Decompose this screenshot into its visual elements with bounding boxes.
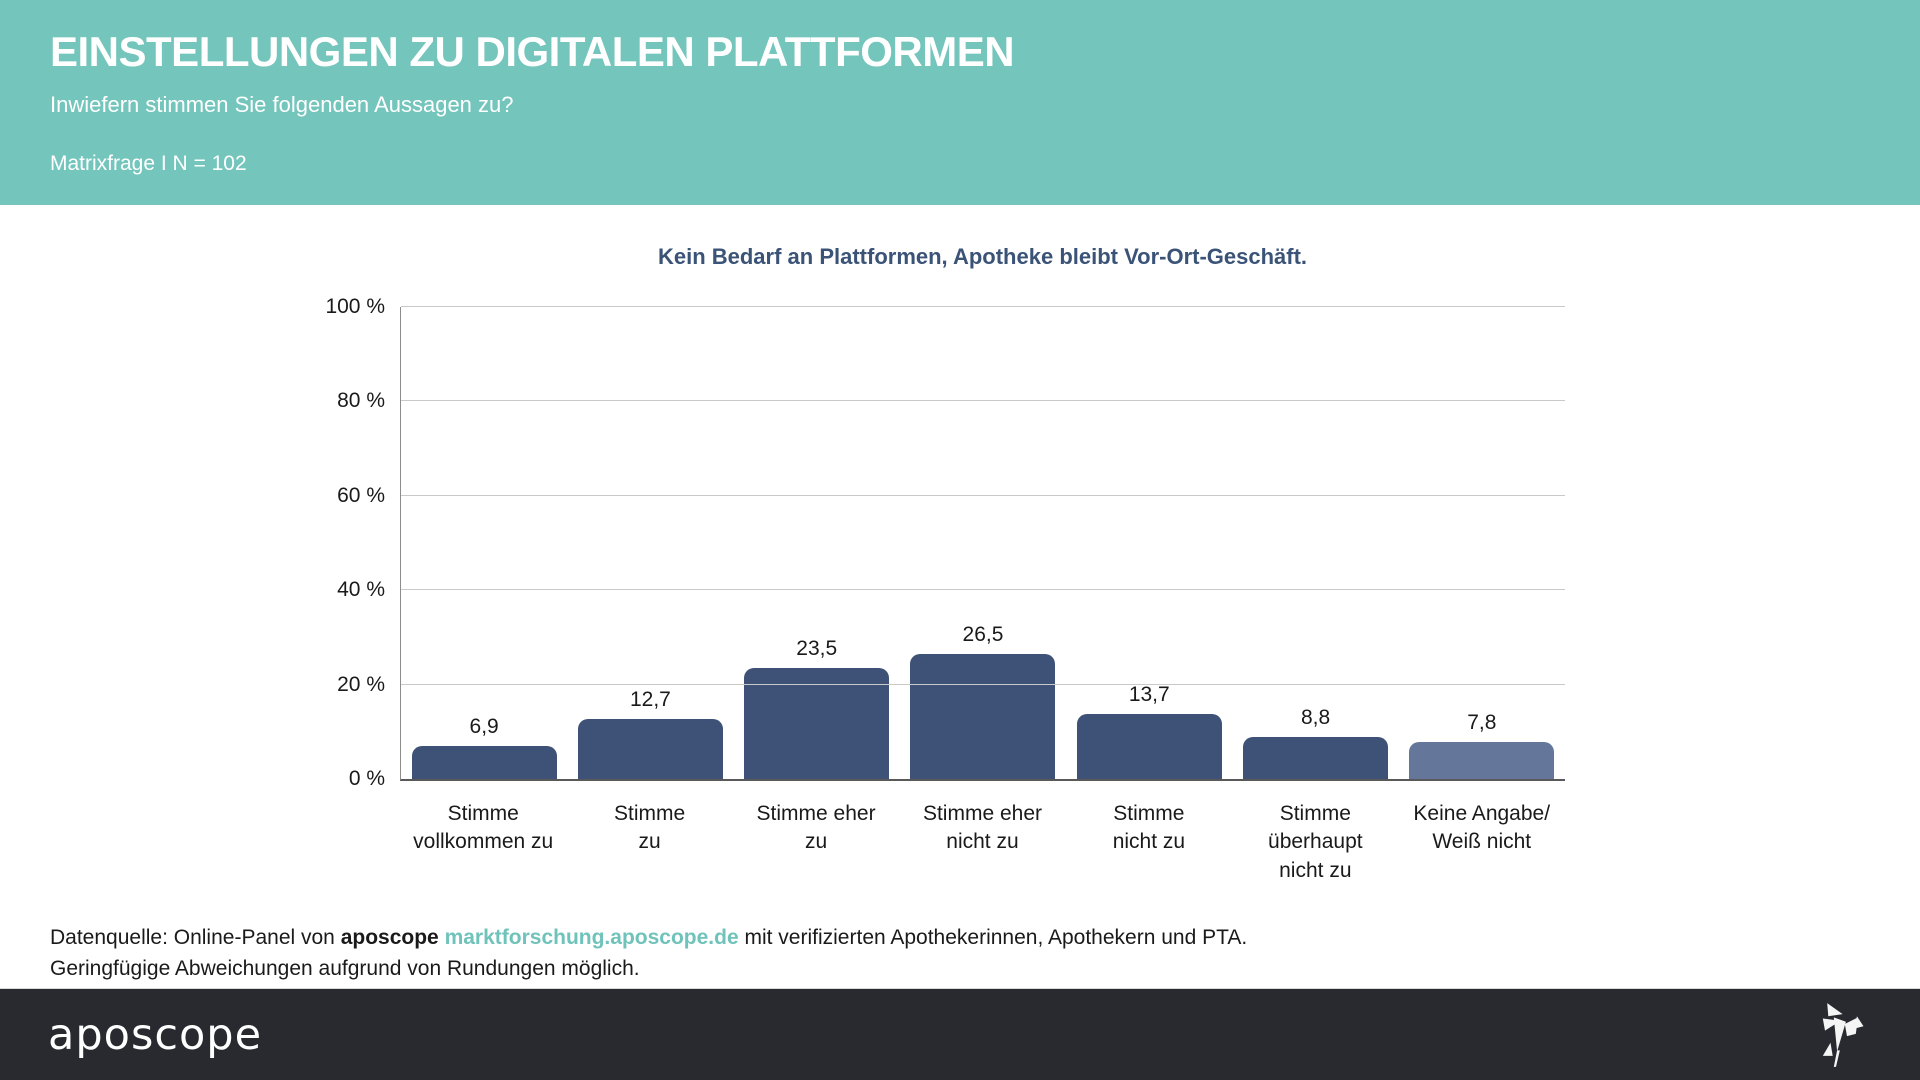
gridline [401,400,1565,402]
category-label: Stimme vollkommen zu [413,802,554,854]
bar-value-label: 8,8 [1300,706,1331,730]
y-tick-label: 100 % [325,295,385,318]
bar [910,653,1056,779]
gridline [401,494,1565,496]
category-label: Stimme eher zu [756,802,876,854]
gridline [401,683,1565,685]
bar-value-label: 7,8 [1467,711,1497,735]
bar [411,746,557,779]
page-title: EINSTELLUNGEN ZU DIGITALEN PLATTFORMEN [50,28,1015,75]
footer-bar: aposcope [0,988,1920,1080]
y-tick-label: 80 % [337,389,385,413]
category-label: Keine Angabe/ Weiß nicht [1413,802,1551,854]
bar-slot: 12,7 [567,307,733,779]
bar-value-label: 26,5 [962,622,1004,646]
y-tick-label: 40 % [337,578,385,602]
bar-slot: 7,8 [1399,307,1565,779]
category-label: Stimme eher nicht zu [922,802,1042,854]
category-label: Stimme überhaupt nicht zu [1268,802,1363,882]
bar-value-label: 12,7 [629,688,671,712]
x-axis-labels: Stimme vollkommen zu Stimme zu Stimme eher… [400,800,1565,885]
category-label: Stimme nicht zu [1112,802,1186,854]
bars-row: 6,9 12,7 23,5 26,5 13,7 8,8 7,8 [401,307,1565,779]
bar-slot: 6,9 [401,307,567,779]
y-tick-label: 20 % [337,672,385,696]
source-link[interactable]: marktforschung.aposcope.de [444,926,739,949]
gridline [401,589,1565,591]
category-label: Stimme zu [614,802,686,854]
bar-value-label: 6,9 [469,715,499,739]
source-suffix: mit verifizierten Apothekerinnen, Apothe… [738,926,1248,949]
y-tick-label: 60 % [337,483,385,507]
source-prefix: Datenquelle: Online-Panel von [50,926,341,949]
y-tick-label: 0 % [348,767,385,790]
bar-slot: 8,8 [1232,307,1398,779]
chart-title: Kein Bedarf an Plattformen, Apotheke ble… [657,244,1308,269]
survey-meta: Matrixfrage I N = 102 [50,152,247,175]
rounding-note: Geringfügige Abweichungen aufgrund von R… [50,957,640,980]
bar [1076,714,1222,779]
bar-slot: 23,5 [734,307,900,779]
origami-bird-icon [1808,1002,1864,1068]
bar-slot: 13,7 [1066,307,1232,779]
source-note: Datenquelle: Online-Panel von aposcope m… [50,922,1247,984]
bar [1409,742,1555,779]
gridline [401,306,1565,307]
aposcope-logo: aposcope [48,1009,263,1060]
bar-slot: 26,5 [900,307,1066,779]
bar-value-label: 23,5 [796,637,838,661]
bar [1243,737,1389,779]
bar [577,719,723,779]
source-brand: aposcope [340,926,439,949]
header-banner: EINSTELLUNGEN ZU DIGITALEN PLATTFORMEN I… [0,0,1920,205]
bar-value-label: 13,7 [1128,683,1170,707]
plot-area: 6,9 12,7 23,5 26,5 13,7 8,8 7,8 0 % 20 % 40 % 60 … [325,295,1565,790]
source-line: Datenquelle: Online-Panel von aposcope m… [50,922,1247,953]
bar [744,668,890,779]
page-subtitle: Inwiefern stimmen Sie folgenden Aussagen… [50,92,514,117]
